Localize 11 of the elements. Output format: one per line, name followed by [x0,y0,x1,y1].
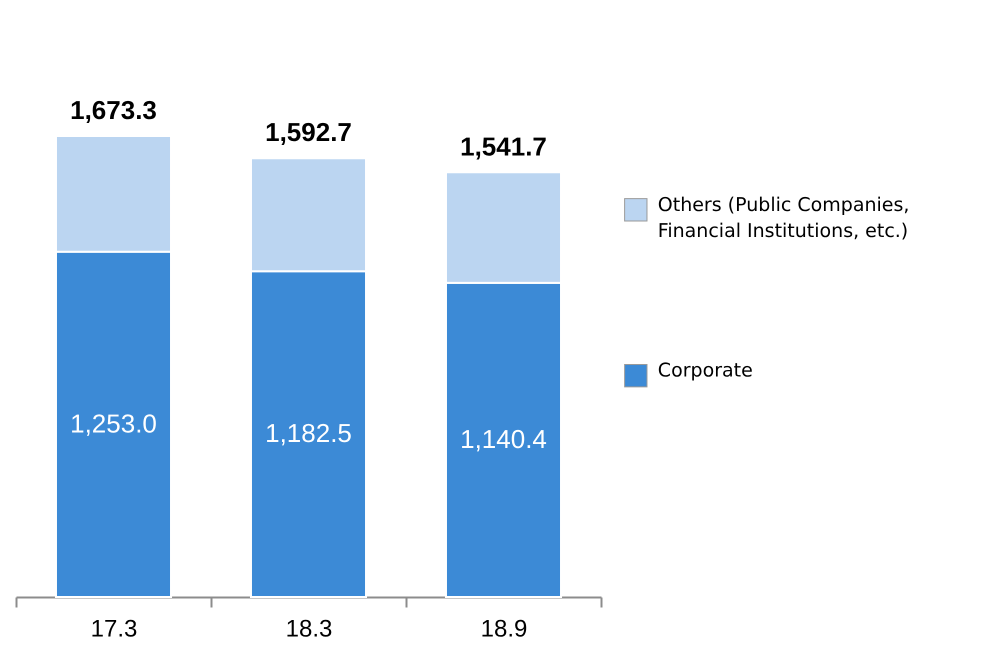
x-tick-label: 18.9 [480,616,528,642]
total-label: 1,541.7 [460,131,547,162]
data-label: 1,182.5 [265,418,352,448]
legend-label: Corporate [658,360,753,382]
x-tick-label: 18.3 [286,616,332,642]
total-label: 1,592.7 [265,117,352,148]
data-label: 1,253.0 [70,408,157,438]
legend-label: Others (Public Companies, Financial Institutions, etc.) [658,194,910,242]
data-label: 1,140.4 [460,424,547,454]
x-tick-label: 17.3 [90,616,138,642]
total-label: 1,673.3 [70,95,157,125]
